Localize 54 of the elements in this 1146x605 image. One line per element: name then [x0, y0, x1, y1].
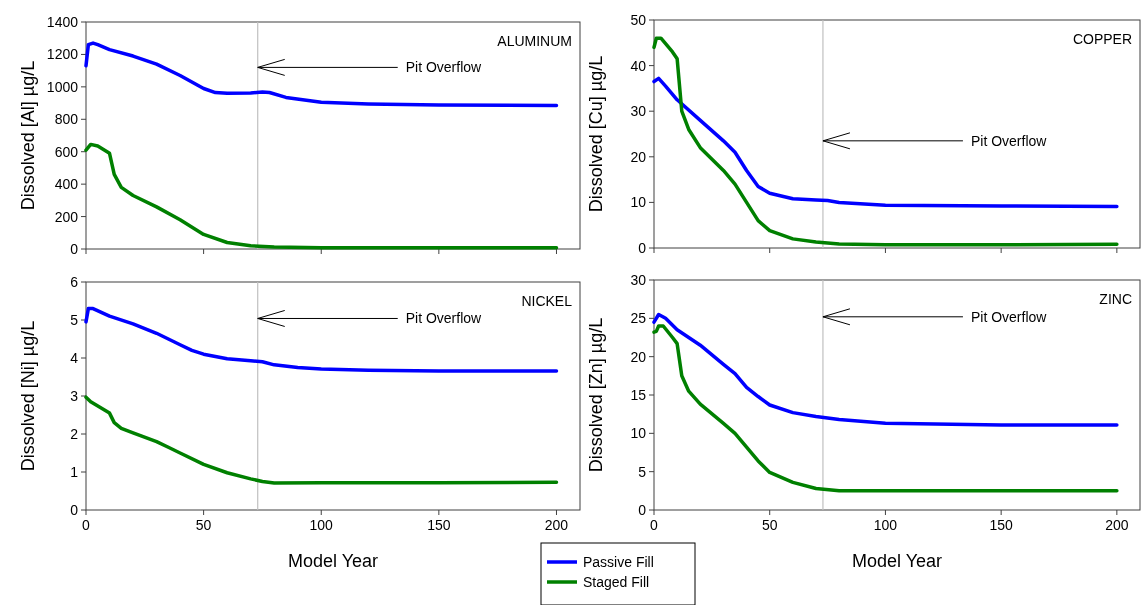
y-tick-label: 15	[630, 387, 647, 403]
y-tick-label: 5	[638, 463, 647, 480]
y-tick-label: 600	[54, 143, 79, 160]
text: ALUMINUM	[497, 33, 572, 49]
y-tick-label: 200	[54, 208, 79, 225]
text: ZINC	[1099, 291, 1132, 307]
x-tick-label: 100	[873, 517, 898, 533]
x-axis-title: Model Year	[287, 551, 379, 571]
y-tick-label: 4	[70, 350, 79, 366]
y-axis-title: Dissolved [Cu] µg/L	[586, 55, 606, 213]
ref-line-label: Pit Overflow	[970, 308, 1048, 325]
y-tick-label: 0	[638, 240, 647, 256]
x-tick-label: 150	[989, 517, 1014, 533]
y-tick-label: 0	[70, 502, 79, 518]
y-tick-label: 1	[70, 464, 79, 480]
y-axis-title: Dissolved [Zn] µg/L	[586, 317, 606, 473]
x-tick-label: 0	[650, 517, 659, 533]
y-tick-label: 40	[630, 57, 647, 74]
y-tick-label: 2	[70, 426, 79, 442]
y-tick-label: 1000	[46, 78, 79, 95]
x-tick-label: 0	[82, 517, 91, 533]
text: NICKEL	[521, 293, 573, 309]
ref-line-label: Pit Overflow	[970, 132, 1048, 149]
y-tick-label: 1400	[46, 14, 79, 30]
y-tick-label: 30	[630, 103, 647, 120]
x-axis-title: Model Year	[851, 551, 943, 571]
x-tick-label: 50	[761, 517, 778, 533]
x-tick-label: 150	[427, 517, 451, 533]
x-tick-label: 200	[544, 517, 569, 533]
legend-label: Staged Fill	[583, 574, 650, 590]
y-tick-label: 10	[630, 425, 647, 442]
ref-line-label: Pit Overflow	[405, 310, 483, 327]
text: COPPER	[1072, 31, 1132, 47]
y-tick-label: 6	[70, 274, 79, 290]
y-tick-label: 1200	[46, 46, 79, 63]
y-tick-label: 20	[630, 148, 647, 165]
y-tick-label: 30	[630, 272, 647, 288]
y-tick-label: 0	[638, 502, 647, 518]
y-tick-label: 800	[54, 111, 79, 128]
y-tick-label: 0	[70, 241, 79, 257]
y-tick-label: 400	[54, 176, 79, 193]
y-tick-label: 50	[630, 12, 647, 28]
y-tick-label: 25	[630, 310, 647, 327]
y-tick-label: 5	[70, 312, 79, 328]
y-axis-title: Dissolved [Al] µg/L	[18, 60, 38, 211]
y-tick-label: 20	[630, 348, 647, 365]
y-tick-label: 10	[630, 194, 647, 211]
x-tick-label: 200	[1105, 517, 1129, 533]
x-tick-label: 100	[309, 517, 334, 533]
y-axis-title: Dissolved [Ni] µg/L	[18, 320, 38, 472]
ref-line-label: Pit Overflow	[405, 59, 483, 76]
y-tick-label: 3	[70, 388, 79, 404]
x-tick-label: 50	[195, 517, 212, 533]
legend-label: Passive Fill	[583, 554, 654, 570]
